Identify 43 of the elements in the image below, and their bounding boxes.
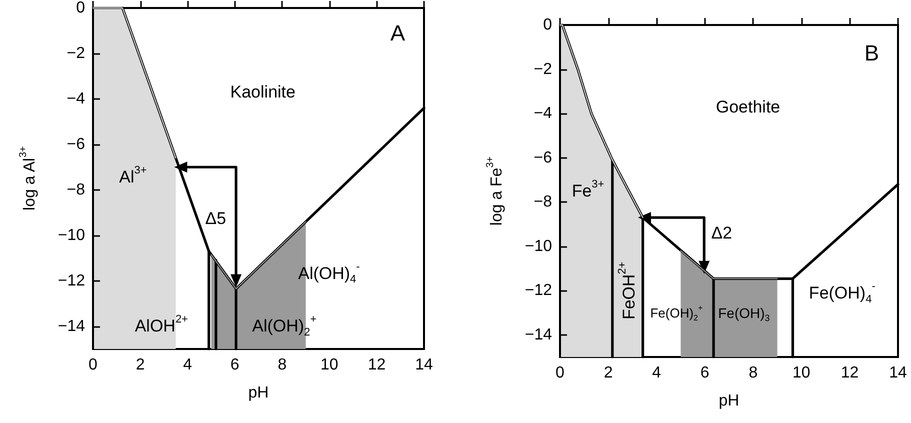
x-tick-label: 14 <box>888 364 906 382</box>
x-tick-label: 4 <box>652 364 661 382</box>
x-tick-label: 10 <box>792 364 810 382</box>
y-tick-label: −6 <box>66 136 86 153</box>
y-axis-title: log a Al3+ <box>18 146 38 210</box>
x-tick-label: 12 <box>840 364 858 382</box>
x-tick-label: 2 <box>603 364 612 382</box>
x-tick-label: 6 <box>230 356 240 374</box>
annotation: Δ5 <box>205 208 226 228</box>
y-tick-label: −6 <box>533 149 552 166</box>
y-tick-label: −8 <box>66 181 86 198</box>
y-tick-label: −14 <box>524 326 552 344</box>
text: A <box>390 20 406 46</box>
x-tick-label: 12 <box>368 356 386 374</box>
x-tick-label: 0 <box>555 364 564 382</box>
y-tick-label: −14 <box>58 318 86 335</box>
y-tick-label: −10 <box>524 238 552 255</box>
y-tick-label: −8 <box>533 194 552 211</box>
y-tick-label: −10 <box>58 226 86 244</box>
annotation: Goethite <box>715 98 780 117</box>
x-tick-label: 14 <box>415 356 433 374</box>
y-tick-label: 0 <box>76 0 86 16</box>
x-tick-label: 6 <box>700 364 709 382</box>
x-tick-label: 2 <box>136 356 145 374</box>
x-tick-label: 8 <box>278 356 287 374</box>
x-axis-title: pH <box>718 392 739 410</box>
x-axis-title: pH <box>248 384 269 402</box>
y-tick-label: −4 <box>533 105 552 122</box>
x-tick-label: 8 <box>748 364 758 382</box>
y-tick-label: −12 <box>524 282 552 300</box>
x-tick-label: 4 <box>183 356 192 374</box>
y-axis-title: log a Fe3+ <box>484 156 505 226</box>
y-tick-label: −12 <box>58 272 86 290</box>
annotation: Δ2 <box>710 224 732 243</box>
x-tick-label: 10 <box>320 356 338 374</box>
x-tick-label: 0 <box>88 356 98 374</box>
text: B <box>864 40 879 66</box>
y-tick-label: −2 <box>533 60 552 78</box>
y-tick-label: 0 <box>542 16 552 34</box>
y-tick-label: −2 <box>66 44 86 62</box>
annotation: Kaolinite <box>230 82 296 102</box>
annotation: FeOH2+ <box>616 262 638 320</box>
y-tick-label: −4 <box>66 90 86 108</box>
